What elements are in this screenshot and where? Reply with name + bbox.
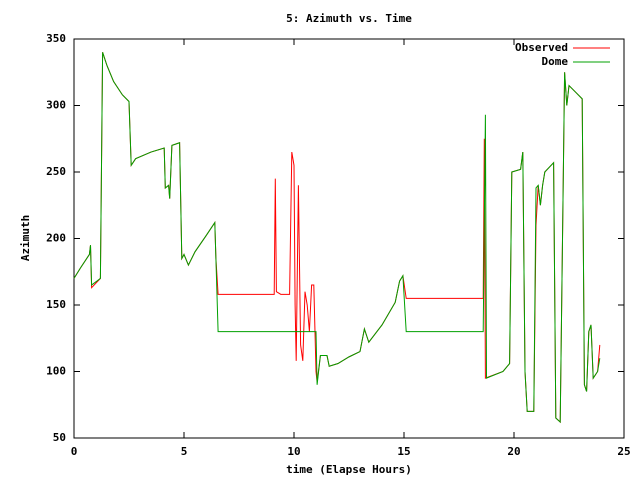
x-tick-label: 10 (287, 445, 300, 458)
x-axis-label: time (Elapse Hours) (286, 463, 412, 476)
y-axis-label: Azimuth (19, 215, 32, 261)
y-tick-label: 100 (46, 365, 66, 378)
y-tick-label: 150 (46, 298, 66, 311)
y-tick-label: 200 (46, 232, 66, 245)
x-tick-label: 15 (397, 445, 410, 458)
y-tick-label: 50 (53, 431, 66, 444)
x-tick-label: 0 (71, 445, 78, 458)
x-tick-label: 25 (617, 445, 630, 458)
y-tick-label: 350 (46, 32, 66, 45)
y-tick-label: 250 (46, 165, 66, 178)
x-tick-label: 20 (507, 445, 520, 458)
legend-label: Dome (542, 55, 569, 68)
y-tick-label: 300 (46, 99, 66, 112)
data-line (73, 52, 601, 424)
x-tick-label: 5 (181, 445, 188, 458)
legend-label: Observed (515, 41, 568, 54)
chart-title: 5: Azimuth vs. Time (286, 12, 412, 25)
